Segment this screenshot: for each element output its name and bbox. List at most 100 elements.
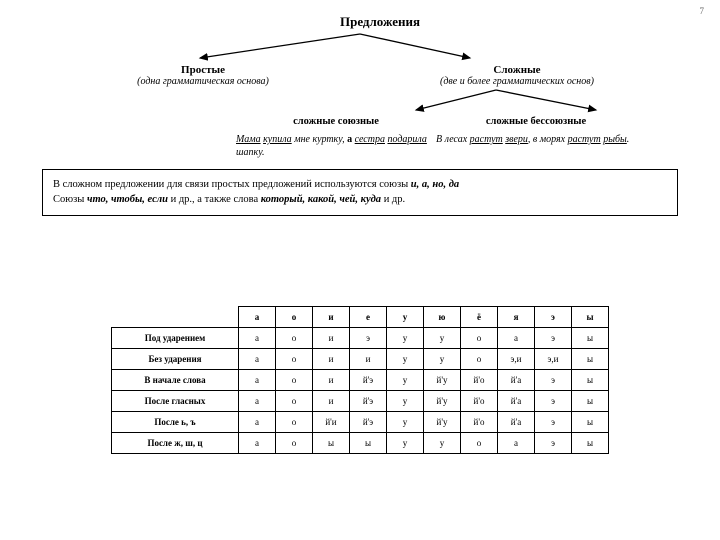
note-conj3: который, какой, чей, куда (261, 194, 381, 205)
tree-arrows-sub (376, 88, 656, 114)
cell: й'и (313, 412, 350, 433)
cell: э (535, 433, 572, 454)
cell: о (461, 349, 498, 370)
table-row: В начале словааоий'эуй'уй'ой'аэы (112, 370, 609, 391)
page: 7 Предложения Простые (одна грамматическ… (0, 0, 720, 540)
row-header: После ь, ъ (112, 412, 239, 433)
cell: э (535, 370, 572, 391)
table-header-row: а о и е у ю ё я э ы (112, 307, 609, 328)
cell: й'а (498, 412, 535, 433)
col-h: ы (572, 307, 609, 328)
row-header: После ж, ш, ц (112, 433, 239, 454)
example-union: Мама купила мне куртку, а сестра подарил… (236, 133, 436, 159)
cell: а (239, 370, 276, 391)
cell: э,и (498, 349, 535, 370)
note-line2c: и др., а также слова (168, 194, 261, 205)
cell: о (276, 412, 313, 433)
cell: й'э (350, 391, 387, 412)
cell: ы (313, 433, 350, 454)
example-nounion: В лесах растут звери, в морях растут рыб… (436, 133, 636, 146)
subbranches: сложные союзные Мама купила мне куртку, … (236, 116, 684, 159)
row-header: Без ударения (112, 349, 239, 370)
cell: э (535, 412, 572, 433)
col-h: я (498, 307, 535, 328)
branch-simple-sub: (одна грамматическая основа) (46, 76, 360, 88)
subbranch-nounion-title: сложные бессоюзные (436, 116, 636, 127)
cell: э,и (535, 349, 572, 370)
branch-complex-sub: (две и более грамматических основ) (360, 76, 674, 88)
cell: а (239, 433, 276, 454)
tree-arrows-top (110, 32, 610, 62)
cell: а (239, 349, 276, 370)
branch-complex-title: Сложные (360, 64, 674, 76)
cell: э (535, 328, 572, 349)
cell: й'у (424, 391, 461, 412)
col-h: ё (461, 307, 498, 328)
cell: о (461, 433, 498, 454)
cell: и (313, 370, 350, 391)
cell: й'о (461, 370, 498, 391)
row-header: После гласных (112, 391, 239, 412)
col-h: е (350, 307, 387, 328)
cell: у (387, 349, 424, 370)
cell: ы (572, 391, 609, 412)
table-corner (112, 307, 239, 328)
cell: й'а (498, 370, 535, 391)
cell: о (461, 328, 498, 349)
table-row: После ж, ш, цаоыыууоаэы (112, 433, 609, 454)
cell: у (387, 391, 424, 412)
cell: у (387, 370, 424, 391)
cell: и (313, 328, 350, 349)
table-body: Под ударениемаоиэууоаэыБез ударенияаоииу… (112, 328, 609, 454)
branch-complex: Сложные (две и более грамматических осно… (360, 64, 674, 88)
cell: о (276, 433, 313, 454)
cell: й'о (461, 412, 498, 433)
cell: а (239, 391, 276, 412)
note-line2a: Союзы (53, 194, 87, 205)
cell: и (313, 349, 350, 370)
cell: й'э (350, 370, 387, 391)
branch-simple: Простые (одна грамматическая основа) (46, 64, 360, 88)
cell: у (387, 328, 424, 349)
cell: ы (350, 433, 387, 454)
note-box: В сложном предложении для связи простых … (42, 169, 678, 216)
subbranch-nounion: сложные бессоюзные В лесах растут звери,… (436, 116, 636, 159)
cell: й'о (461, 391, 498, 412)
cell: у (424, 433, 461, 454)
row-header: Под ударением (112, 328, 239, 349)
vowel-table: а о и е у ю ё я э ы Под ударениемаоиэууо… (111, 306, 609, 454)
cell: й'э (350, 412, 387, 433)
page-title: Предложения (76, 14, 684, 30)
cell: а (239, 412, 276, 433)
cell: у (387, 433, 424, 454)
subbranch-union: сложные союзные Мама купила мне куртку, … (236, 116, 436, 159)
table-row: Без ударенияаоииууоэ,иэ,иы (112, 349, 609, 370)
note-conj1: и, а, но, да (411, 179, 459, 190)
page-number: 7 (700, 6, 705, 16)
col-h: у (387, 307, 424, 328)
cell: й'а (498, 391, 535, 412)
cell: ы (572, 349, 609, 370)
cell: о (276, 370, 313, 391)
cell: о (276, 391, 313, 412)
cell: о (276, 328, 313, 349)
cell: у (424, 349, 461, 370)
cell: ы (572, 433, 609, 454)
col-h: о (276, 307, 313, 328)
cell: ы (572, 370, 609, 391)
col-h: а (239, 307, 276, 328)
cell: а (239, 328, 276, 349)
cell: э (350, 328, 387, 349)
subbranch-union-title: сложные союзные (236, 116, 436, 127)
note-line2e: и др. (381, 194, 405, 205)
cell: э (535, 391, 572, 412)
cell: и (313, 391, 350, 412)
cell: й'у (424, 412, 461, 433)
cell: у (387, 412, 424, 433)
note-conj2: что, чтобы, если (87, 194, 168, 205)
cell: ы (572, 412, 609, 433)
cell: а (498, 433, 535, 454)
branches: Простые (одна грамматическая основа) Сло… (46, 64, 674, 88)
cell: й'у (424, 370, 461, 391)
branch-simple-title: Простые (46, 64, 360, 76)
